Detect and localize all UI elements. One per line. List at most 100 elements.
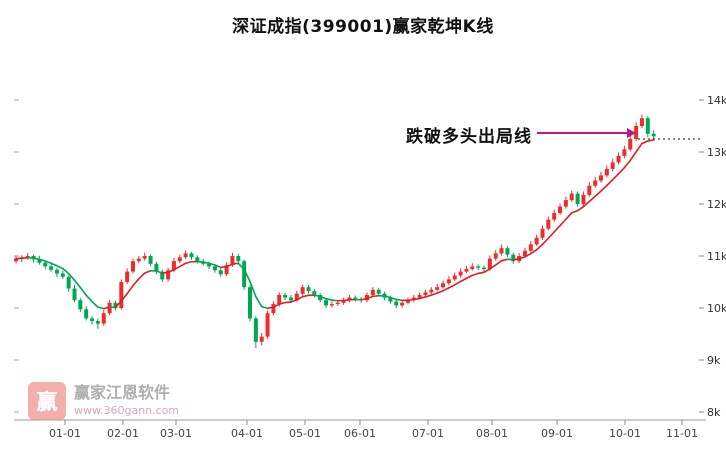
qiankun-trend-line-segment <box>588 195 596 203</box>
candle-body <box>487 258 492 269</box>
qiankun-trend-line-segment <box>67 272 76 281</box>
qiankun-trend-line-segment <box>635 142 643 153</box>
qiankun-trend-line-segment <box>412 297 421 301</box>
qiankun-trend-line-segment <box>407 298 415 302</box>
candle-body <box>283 295 288 298</box>
chart-title: 深证成指(399001)赢家乾坤K线 <box>232 17 494 37</box>
qiankun-trend-line-segment <box>576 205 585 212</box>
candle-body <box>639 118 644 126</box>
x-axis-label: 10-01 <box>609 427 641 440</box>
watermark-brand-text: 赢家江恩软件 <box>74 383 171 402</box>
candle-body <box>66 276 71 289</box>
qiankun-trend-line-segment <box>243 268 251 283</box>
candle-body <box>581 194 586 204</box>
qiankun-trend-line-segment <box>155 270 164 274</box>
qiankun-trend-line-segment <box>167 268 175 274</box>
candle-body <box>552 213 557 220</box>
qiankun-trend-line-segment <box>202 261 210 265</box>
qiankun-trend-line-segment <box>529 248 538 255</box>
qiankun-trend-line-segment <box>225 263 234 268</box>
candle-body <box>142 256 147 259</box>
qiankun-trend-line-segment <box>278 301 286 305</box>
candle-body <box>405 300 410 303</box>
y-axis-label: 14k <box>707 94 726 107</box>
qiankun-trend-line-segment <box>535 243 544 251</box>
candle-body <box>72 288 77 301</box>
qiankun-trend-line-segment <box>325 297 333 301</box>
qiankun-trend-line-segment <box>366 295 374 300</box>
qiankun-trend-line-segment <box>73 279 82 289</box>
qiankun-trend-line-segment <box>208 262 216 266</box>
qiankun-trend-line-segment <box>518 256 526 260</box>
candle-body <box>14 258 18 262</box>
candle-body <box>224 265 229 275</box>
qiankun-trend-line-segment <box>559 218 567 227</box>
candle-body <box>195 257 200 262</box>
qiankun-trend-line-segment <box>97 306 105 310</box>
qiankun-trend-line-segment <box>266 306 275 310</box>
candle-body <box>90 318 95 321</box>
candle-body <box>651 133 656 137</box>
candle-body <box>493 253 498 259</box>
qiankun-trend-line-segment <box>161 271 169 274</box>
candle-body <box>113 302 118 308</box>
candle-body <box>365 295 369 301</box>
candle-body <box>452 275 457 280</box>
candle-body <box>458 271 463 276</box>
qiankun-trend-line-segment <box>342 299 351 302</box>
x-axis-label: 04-01 <box>231 427 263 440</box>
qiankun-trend-line-segment <box>418 296 427 300</box>
candle-body <box>166 270 171 280</box>
x-axis-label: 02-01 <box>107 427 139 440</box>
candle-body <box>160 271 165 280</box>
candle-body <box>400 302 405 306</box>
candle-body <box>441 283 446 288</box>
x-axis-label: 06-01 <box>344 427 376 440</box>
candle-body <box>259 336 264 342</box>
qiankun-trend-line-segment <box>436 289 444 294</box>
candle-body <box>277 295 282 305</box>
qiankun-trend-line-segment <box>459 277 468 283</box>
qiankun-trend-line-segment <box>565 212 573 221</box>
qiankun-trend-line-segment <box>85 294 93 303</box>
qiankun-trend-line-segment <box>184 260 193 265</box>
candle-body <box>236 256 241 262</box>
x-axis-label: 09-01 <box>541 427 573 440</box>
candle-body <box>25 256 30 258</box>
qiankun-trend-line-segment <box>44 260 52 265</box>
qiankun-trend-line-segment <box>295 295 304 301</box>
qiankun-trend-line-segment <box>173 265 181 271</box>
y-axis-label: 11k <box>707 250 726 263</box>
candle-body <box>306 287 311 292</box>
candle-body <box>288 297 293 301</box>
candle-body <box>49 266 54 270</box>
candle-body <box>388 297 393 302</box>
qiankun-trend-line-segment <box>641 140 649 145</box>
candle-body <box>43 262 48 267</box>
candle-body <box>189 253 194 258</box>
candle-body <box>511 254 516 262</box>
qiankun-trend-line-segment <box>319 295 327 300</box>
candle-body <box>587 185 592 195</box>
qiankun-trend-line-segment <box>179 262 187 268</box>
candle-body <box>265 313 270 337</box>
qiankun-trend-line-segment <box>524 252 532 258</box>
candle-body <box>546 219 551 229</box>
candle-body <box>37 259 42 263</box>
qiankun-trend-line-segment <box>32 257 41 261</box>
candle-body <box>218 270 223 275</box>
candle-body <box>499 248 504 254</box>
qiankun-trend-line-segment <box>489 264 497 270</box>
qiankun-trend-line-segment <box>500 258 509 262</box>
x-axis-label: 03-01 <box>160 427 192 440</box>
candle-body <box>645 118 650 134</box>
qiankun-trend-line-segment <box>389 296 398 301</box>
candle-body <box>628 139 633 150</box>
candle-body <box>312 291 317 295</box>
qiankun-trend-line-segment <box>219 265 228 269</box>
qiankun-trend-line-segment <box>138 272 146 280</box>
qiankun-trend-line-segment <box>582 200 591 208</box>
qiankun-trend-line-segment <box>143 269 152 274</box>
